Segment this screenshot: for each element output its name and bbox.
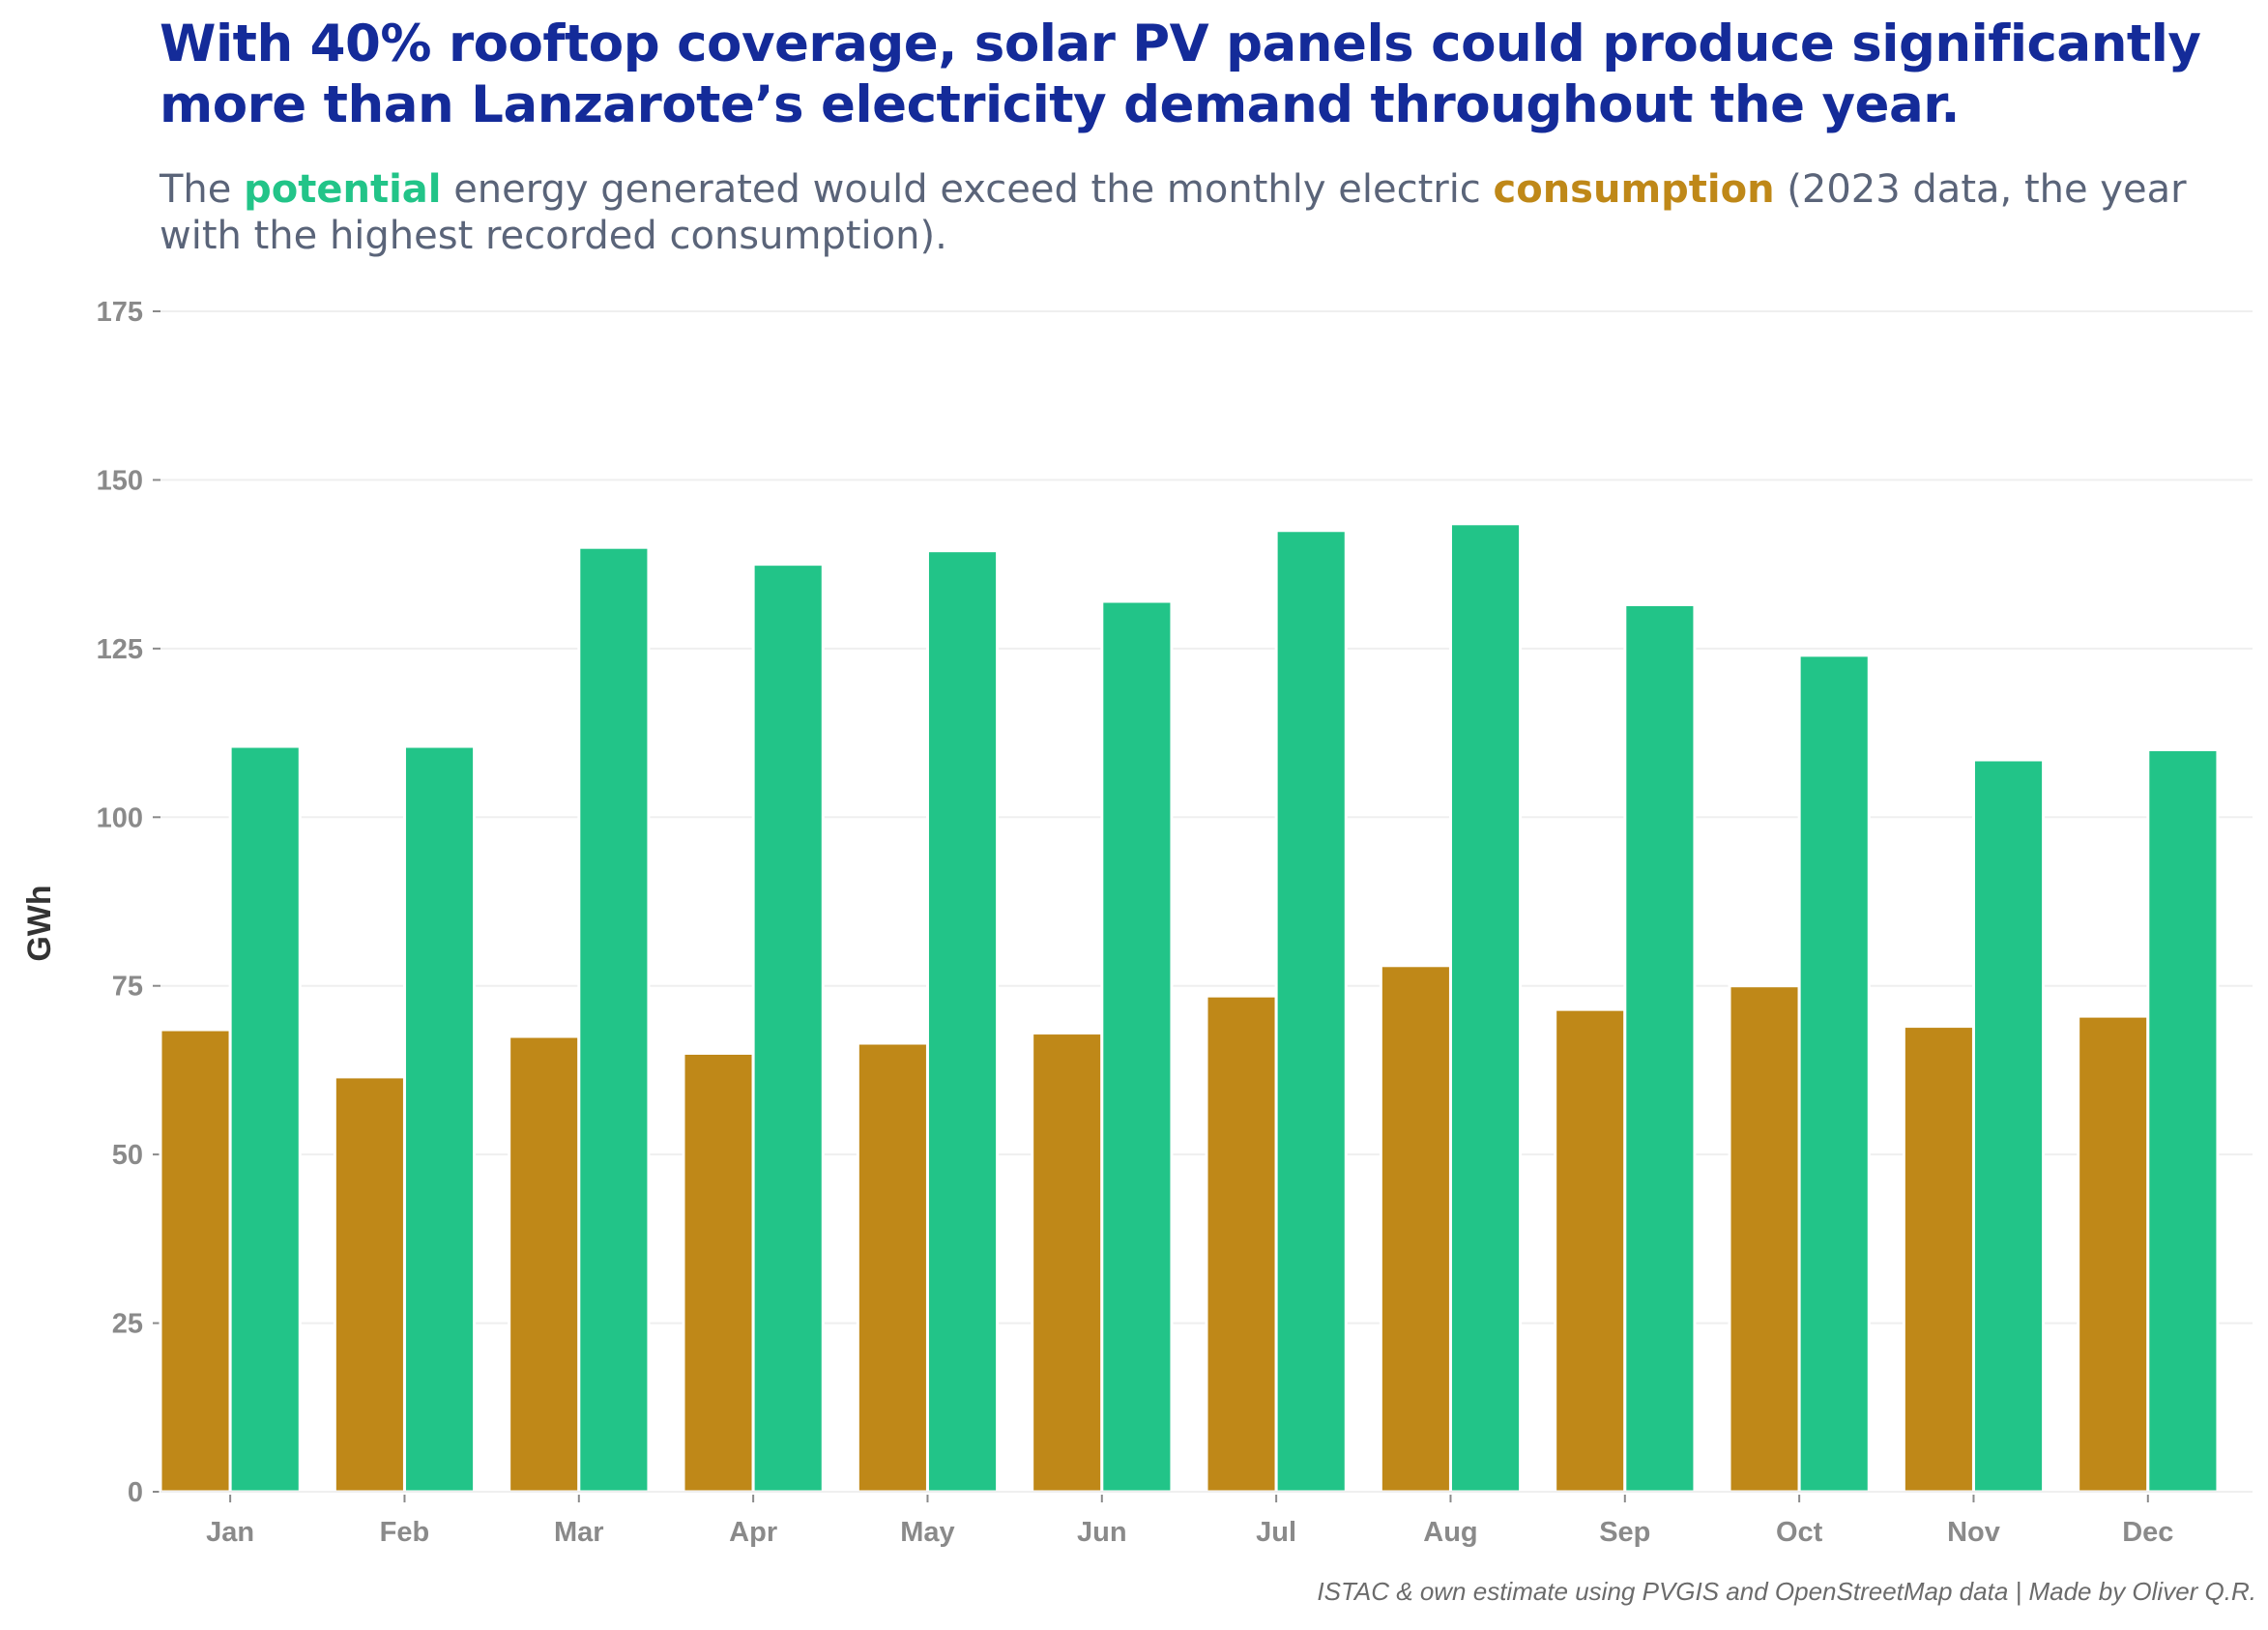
- bar-consumption-jun: [1031, 1032, 1104, 1494]
- bar-potential-aug: [1448, 522, 1523, 1494]
- y-tick-label-0: 0: [128, 1477, 143, 1508]
- bar-potential-sep: [1623, 603, 1697, 1494]
- x-tick-label-aug: Aug: [1423, 1517, 1477, 1548]
- bar-consumption-jan: [159, 1028, 232, 1494]
- x-tick-label-mar: Mar: [554, 1517, 604, 1548]
- bar-consumption-dec: [2077, 1014, 2150, 1494]
- bar-consumption-feb: [333, 1075, 406, 1494]
- bar-consumption-apr: [682, 1051, 755, 1494]
- x-tick-label-oct: Oct: [1776, 1517, 1823, 1548]
- x-tick-label-may: May: [900, 1517, 954, 1548]
- bar-consumption-sep: [1554, 1007, 1627, 1494]
- x-tick-label-dec: Dec: [2122, 1517, 2173, 1548]
- bar-potential-mar: [577, 545, 651, 1494]
- y-axis-label: GWh: [21, 885, 58, 961]
- subtitle-text-3: (2023 data, the year with the highest re…: [160, 167, 2187, 258]
- bar-potential-jul: [1274, 529, 1348, 1494]
- y-tick-label-100: 100: [97, 802, 143, 833]
- y-tick-label-150: 150: [97, 465, 143, 496]
- x-tick-label-jun: Jun: [1077, 1517, 1127, 1548]
- y-tick-label-25: 25: [112, 1309, 143, 1340]
- subtitle-highlight-potential: potential: [244, 167, 442, 212]
- bar-potential-feb: [402, 744, 477, 1494]
- bar-consumption-oct: [1728, 984, 1801, 1494]
- x-tick-label-jul: Jul: [1256, 1517, 1296, 1548]
- bar-potential-jan: [228, 744, 302, 1494]
- x-axis: Jan Feb Mar Apr May Jun Jul Aug Sep Oct Nov Dec: [160, 1491, 2253, 1548]
- bar-consumption-mar: [508, 1034, 581, 1494]
- bar-potential-dec: [2146, 748, 2220, 1494]
- bars: [159, 522, 2220, 1494]
- chart-subtitle: The potential energy generated would exc…: [160, 166, 2257, 259]
- y-tick-label-125: 125: [97, 634, 143, 665]
- bar-potential-apr: [751, 563, 825, 1494]
- bar-consumption-aug: [1379, 964, 1452, 1494]
- x-tick-label-apr: Apr: [729, 1517, 777, 1548]
- y-tick-label-75: 75: [112, 972, 143, 1003]
- subtitle-highlight-consumption: consumption: [1493, 167, 1775, 212]
- bar-potential-may: [925, 549, 1000, 1494]
- source-caption: ISTAC & own estimate using PVGIS and Ope…: [1317, 1577, 2256, 1606]
- bar-consumption-nov: [1902, 1025, 1975, 1494]
- bar-consumption-jul: [1205, 994, 1278, 1494]
- bar-potential-jun: [1100, 599, 1174, 1494]
- bar-consumption-may: [856, 1041, 929, 1494]
- bar-potential-nov: [1971, 758, 2046, 1494]
- y-axis: 0 25 50 75 100 125 150 175: [97, 297, 160, 1508]
- y-tick-label-50: 50: [112, 1140, 143, 1171]
- bar-potential-oct: [1797, 654, 1871, 1494]
- x-tick-label-feb: Feb: [380, 1517, 430, 1548]
- subtitle-text-2: energy generated would exceed the monthl…: [441, 167, 1494, 212]
- x-tick-label-jan: Jan: [206, 1517, 254, 1548]
- chart-title: With 40% rooftop coverage, solar PV pane…: [160, 15, 2201, 134]
- subtitle-text-1: The: [160, 167, 245, 212]
- x-tick-label-sep: Sep: [1599, 1517, 1650, 1548]
- y-tick-label-175: 175: [97, 297, 143, 328]
- x-tick-label-nov: Nov: [1947, 1517, 2000, 1548]
